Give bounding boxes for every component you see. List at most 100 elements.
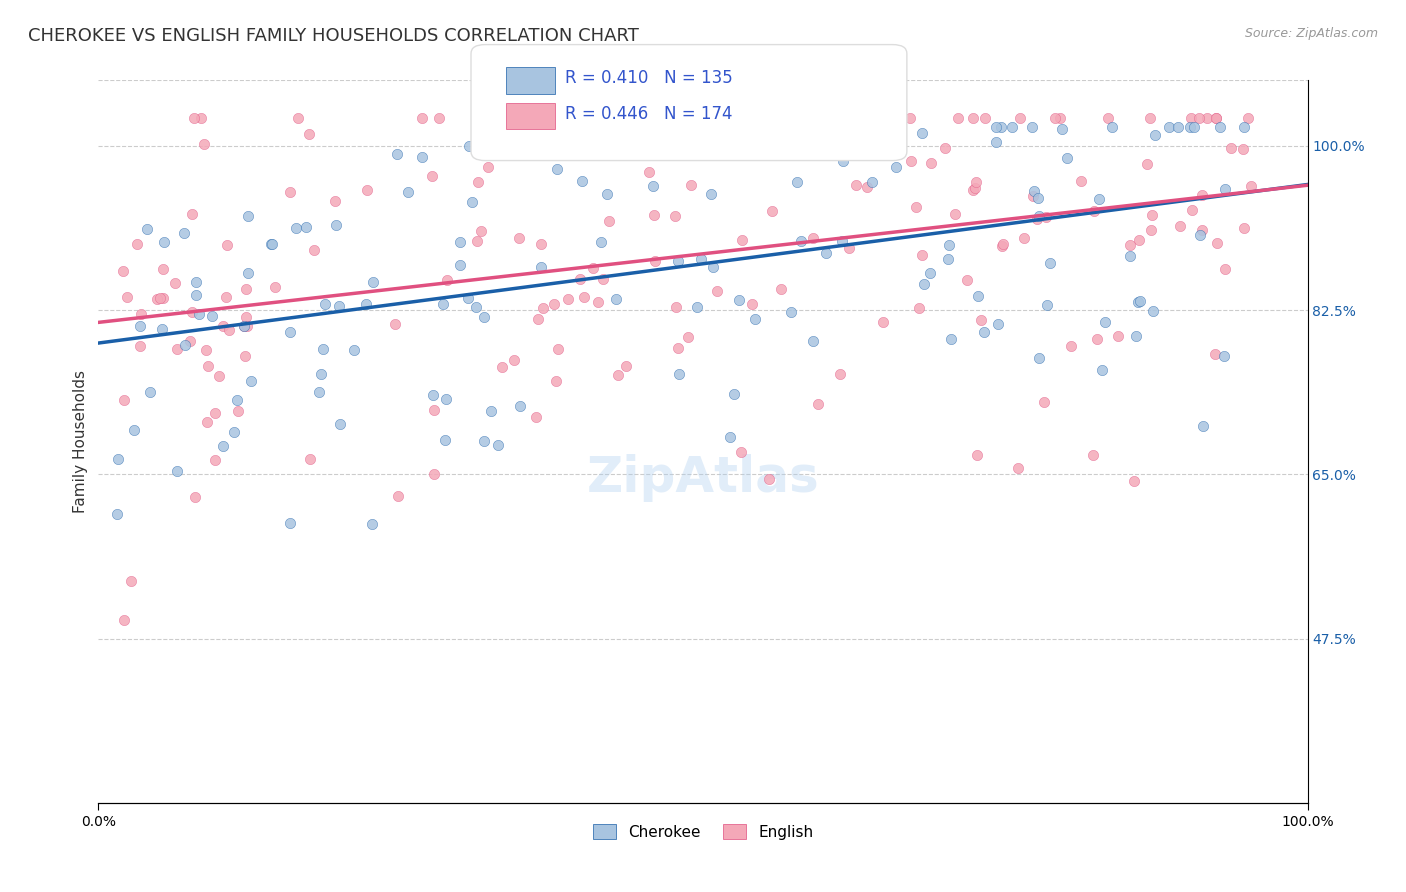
Point xyxy=(530,237,553,252)
Point xyxy=(1139,223,1161,237)
Point xyxy=(761,204,783,219)
Point xyxy=(984,135,1007,149)
Point xyxy=(204,406,226,420)
Point xyxy=(1028,351,1050,366)
Point xyxy=(991,239,1014,253)
Point xyxy=(308,384,330,399)
Point xyxy=(166,342,188,356)
Point xyxy=(831,154,853,169)
Point xyxy=(179,334,201,348)
Point xyxy=(1033,395,1056,409)
Point xyxy=(423,403,446,417)
Point xyxy=(911,248,934,262)
Point xyxy=(772,111,794,125)
Point xyxy=(912,277,935,292)
Point xyxy=(190,111,212,125)
Point xyxy=(509,399,531,413)
Point xyxy=(1101,120,1123,135)
Point xyxy=(128,339,150,353)
Point xyxy=(385,147,408,161)
Point xyxy=(115,290,138,304)
Point xyxy=(664,210,686,224)
Point xyxy=(1007,461,1029,475)
Point xyxy=(884,111,907,125)
Point xyxy=(420,169,443,183)
Point xyxy=(1083,448,1105,462)
Point xyxy=(730,444,752,458)
Point xyxy=(790,234,813,248)
Point xyxy=(828,367,851,381)
Point xyxy=(486,438,509,452)
Point xyxy=(472,434,495,449)
Point xyxy=(204,453,226,467)
Point xyxy=(215,238,238,252)
Point xyxy=(571,174,593,188)
Point xyxy=(918,266,941,280)
Point xyxy=(1240,179,1263,194)
Point xyxy=(470,224,492,238)
Point xyxy=(605,293,627,307)
Point xyxy=(1181,203,1204,218)
Point xyxy=(546,374,568,388)
Point xyxy=(668,367,690,381)
Point xyxy=(1178,120,1201,135)
Point xyxy=(702,260,724,274)
Point xyxy=(508,231,530,245)
Point xyxy=(967,289,990,303)
Point xyxy=(1052,121,1074,136)
Legend: Cherokee, English: Cherokee, English xyxy=(586,818,820,846)
Point xyxy=(700,186,723,201)
Point xyxy=(112,613,135,627)
Point xyxy=(152,322,174,336)
Point xyxy=(262,236,284,251)
Point xyxy=(1012,230,1035,244)
Point xyxy=(900,154,922,169)
Point xyxy=(1128,295,1150,310)
Point xyxy=(934,141,956,155)
Point xyxy=(1188,111,1211,125)
Point xyxy=(920,155,942,169)
Point xyxy=(1070,174,1092,188)
Point xyxy=(239,374,262,388)
Point xyxy=(797,120,820,135)
Point xyxy=(186,288,208,302)
Point xyxy=(679,178,702,192)
Point xyxy=(278,325,301,339)
Point xyxy=(831,234,853,248)
Point xyxy=(1021,120,1043,135)
Point xyxy=(626,111,648,125)
Point xyxy=(574,290,596,304)
Point xyxy=(152,292,174,306)
Point xyxy=(260,236,283,251)
Point xyxy=(120,574,142,588)
Point xyxy=(152,262,174,277)
Point xyxy=(725,129,748,144)
Point xyxy=(1049,111,1071,125)
Point xyxy=(1191,419,1213,434)
Point xyxy=(531,301,554,316)
Point xyxy=(1125,328,1147,343)
Point xyxy=(595,186,617,201)
Point xyxy=(432,297,454,311)
Point xyxy=(641,178,664,193)
Point xyxy=(328,299,350,313)
Point xyxy=(236,318,259,333)
Point xyxy=(543,297,565,311)
Point xyxy=(643,208,665,222)
Point xyxy=(235,282,257,296)
Point xyxy=(460,194,482,209)
Point xyxy=(238,266,260,280)
Point xyxy=(354,297,377,311)
Point xyxy=(423,467,446,481)
Point xyxy=(946,111,969,125)
Point xyxy=(427,111,450,125)
Point xyxy=(105,508,128,522)
Point xyxy=(911,126,934,140)
Point xyxy=(524,409,547,424)
Point xyxy=(831,111,853,125)
Point xyxy=(1060,338,1083,352)
Point xyxy=(727,293,749,307)
Point xyxy=(491,359,513,374)
Point xyxy=(1119,238,1142,252)
Point xyxy=(579,120,602,135)
